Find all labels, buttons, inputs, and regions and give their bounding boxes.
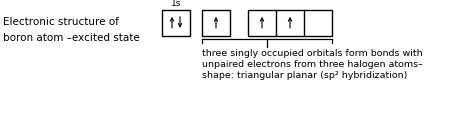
Text: Electronic structure of: Electronic structure of <box>3 17 119 27</box>
Text: three singly occupied orbitals form bonds with: three singly occupied orbitals form bond… <box>202 49 423 58</box>
Text: 1s: 1s <box>171 0 181 8</box>
Bar <box>248 10 332 36</box>
Text: shape: triangular planar (sp² hybridization): shape: triangular planar (sp² hybridizat… <box>202 71 407 80</box>
Text: boron atom –excited state: boron atom –excited state <box>3 33 140 43</box>
Bar <box>162 10 190 36</box>
Bar <box>202 10 230 36</box>
Text: unpaired electrons from three halogen atoms–: unpaired electrons from three halogen at… <box>202 60 423 69</box>
